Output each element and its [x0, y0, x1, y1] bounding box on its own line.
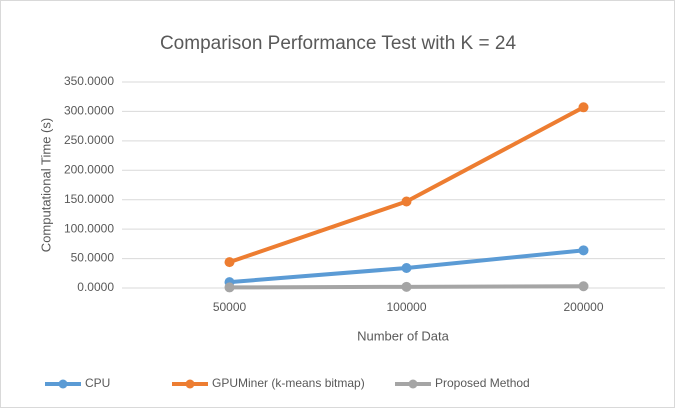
y-tick-label: 50.0000: [71, 251, 115, 265]
chart-title: Comparison Performance Test with K = 24: [160, 33, 516, 54]
x-tick-label: 100000: [386, 300, 426, 314]
y-tick-label: 0.0000: [77, 280, 114, 294]
data-point: [401, 281, 412, 292]
y-tick-label: 250.0000: [64, 133, 114, 147]
data-point: [224, 282, 235, 293]
y-tick-label: 150.0000: [64, 192, 114, 206]
data-point: [401, 262, 412, 273]
legend-label: Proposed Method: [435, 376, 530, 390]
data-point: [224, 257, 235, 268]
data-point: [578, 281, 589, 292]
data-point: [401, 196, 412, 207]
legend-marker: [408, 379, 418, 389]
legend-marker: [185, 379, 195, 389]
legend-marker: [58, 379, 68, 389]
legend-label: GPUMiner (k-means bitmap): [212, 376, 365, 390]
x-axis-title: Number of Data: [357, 328, 450, 343]
data-point: [578, 245, 589, 256]
y-tick-label: 350.0000: [64, 74, 114, 88]
y-tick-label: 300.0000: [64, 104, 114, 118]
y-axis-title: Computational Time (s): [38, 118, 53, 252]
y-tick-label: 100.0000: [64, 221, 114, 235]
x-tick-label: 50000: [213, 300, 247, 314]
y-tick-label: 200.0000: [64, 162, 114, 176]
legend-label: CPU: [85, 376, 110, 390]
data-point: [578, 102, 589, 113]
x-tick-label: 200000: [563, 300, 603, 314]
